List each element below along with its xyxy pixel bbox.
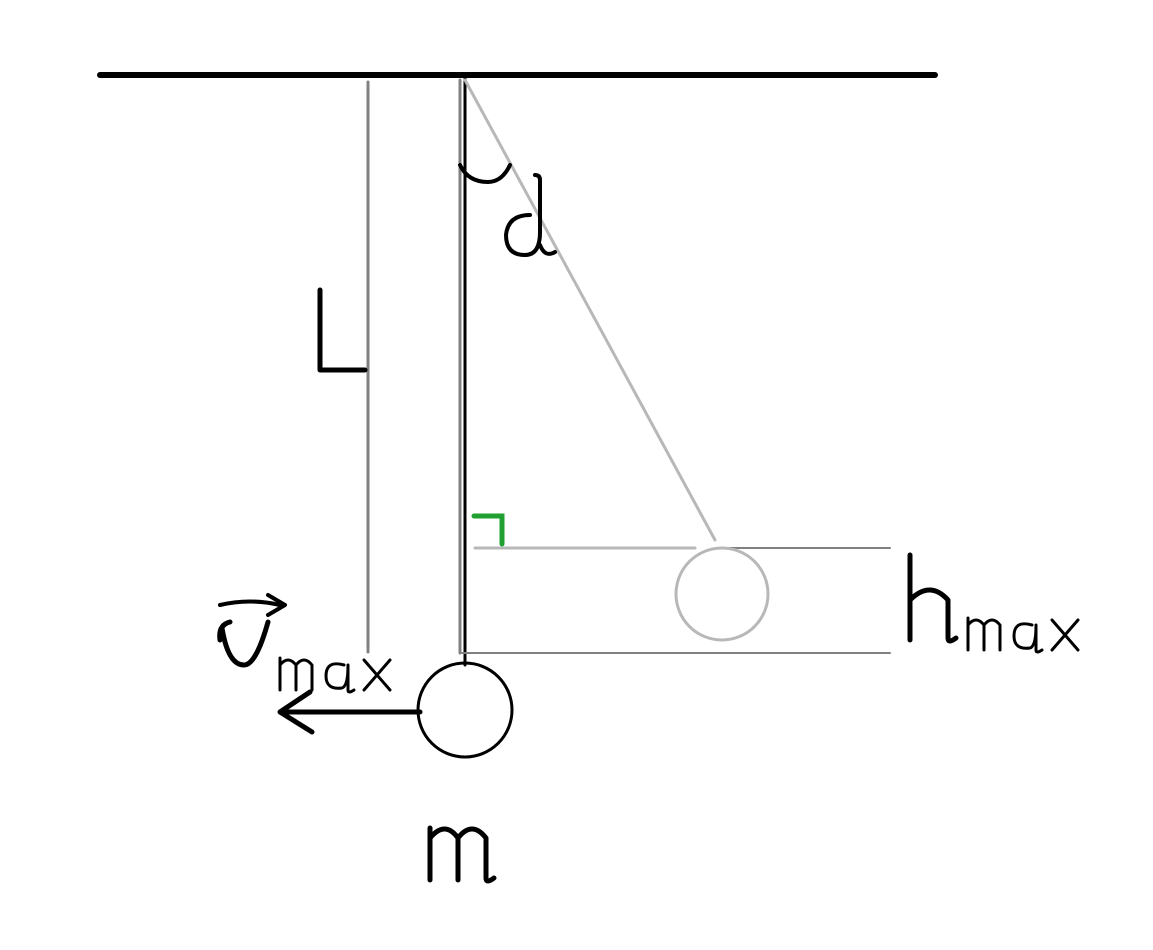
- label-alpha-glyph: [506, 175, 555, 255]
- pendulum-string-displaced: [465, 80, 715, 540]
- pendulum-diagram: [0, 0, 1153, 945]
- label-L-glyph: [320, 290, 365, 370]
- right-angle-marker: [474, 516, 502, 544]
- label-vmax: [220, 595, 390, 692]
- label-m-glyph: [430, 828, 494, 881]
- label-hmax: [910, 555, 1078, 652]
- angle-arc: [460, 165, 510, 182]
- pendulum-bob-bottom: [418, 663, 512, 757]
- pendulum-bob-displaced: [676, 548, 768, 640]
- diagram-svg: [0, 0, 1153, 945]
